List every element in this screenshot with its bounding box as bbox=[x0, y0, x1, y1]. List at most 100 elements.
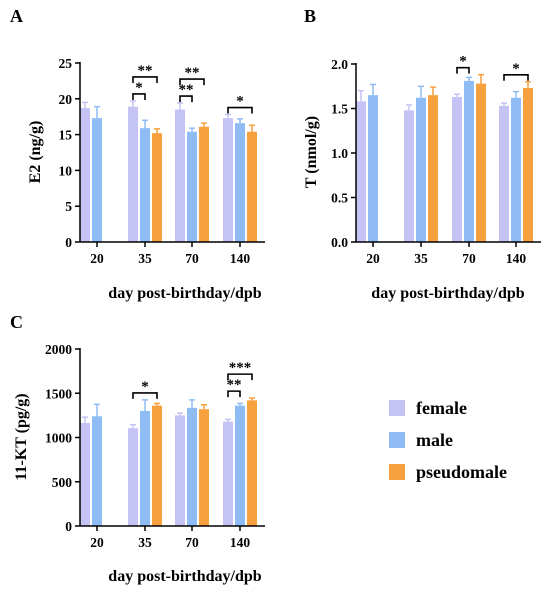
significance-label: ** bbox=[185, 65, 200, 81]
bar-male bbox=[235, 123, 245, 242]
y-tick-label: 1.5 bbox=[331, 102, 348, 117]
x-axis-title: day post-birthday/dpb bbox=[371, 285, 524, 302]
panel-label: A bbox=[10, 6, 23, 26]
legend-swatch-male bbox=[389, 432, 405, 448]
y-tick-label: 15 bbox=[59, 128, 73, 143]
bar-male bbox=[92, 416, 102, 526]
bar-female bbox=[499, 105, 509, 242]
significance-label: ** bbox=[138, 63, 153, 79]
bar-pseudomale bbox=[152, 405, 162, 526]
legend-swatch-female bbox=[389, 400, 405, 416]
y-tick-label: 1500 bbox=[45, 386, 72, 401]
significance-label: ** bbox=[227, 377, 242, 393]
bar-female bbox=[80, 422, 90, 526]
x-tick-label: 35 bbox=[414, 251, 428, 266]
x-tick-label: 70 bbox=[185, 535, 199, 550]
x-tick-label: 140 bbox=[230, 535, 251, 550]
significance-label: * bbox=[135, 80, 143, 96]
x-tick-label: 20 bbox=[90, 535, 104, 550]
bar-male bbox=[511, 97, 521, 242]
x-tick-label: 70 bbox=[462, 251, 476, 266]
panel-label: C bbox=[10, 312, 23, 332]
bar-female bbox=[223, 118, 233, 242]
bar-male bbox=[235, 405, 245, 526]
bar-male bbox=[416, 97, 426, 242]
y-tick-label: 2000 bbox=[45, 342, 72, 357]
chart-panel-b: B 0.0 0.5 1.0 1.5 2.0 20 35 70 140 T (nmol/g) day p… bbox=[303, 6, 541, 302]
bar-pseudomale bbox=[247, 400, 257, 526]
y-axis-title: T (nmol/g) bbox=[303, 116, 320, 188]
x-tick-label: 35 bbox=[138, 535, 152, 550]
x-axis-title: day post-birthday/dpb bbox=[108, 568, 261, 585]
bar-pseudomale bbox=[247, 131, 257, 242]
bar-female bbox=[175, 415, 185, 526]
y-tick-label: 0.5 bbox=[331, 191, 348, 206]
x-axis-title: day post-birthday/dpb bbox=[108, 285, 261, 302]
significance-label: * bbox=[512, 61, 520, 77]
legend-label-pseudomale: pseudomale bbox=[416, 462, 507, 482]
x-tick-label: 20 bbox=[90, 251, 104, 266]
chart-panel-c: C 0 500 1000 1500 2000 20 35 70 140 11-KT (pg/g) da… bbox=[10, 312, 265, 585]
bar-male bbox=[140, 128, 150, 242]
significance-bracket bbox=[227, 390, 241, 398]
bar-female bbox=[404, 110, 414, 242]
significance-bracket bbox=[132, 93, 146, 100]
bar-female bbox=[175, 109, 185, 242]
bar-male bbox=[92, 118, 102, 242]
y-tick-label: 1.0 bbox=[331, 146, 348, 161]
bar-pseudomale bbox=[199, 409, 209, 526]
chart-panel-a: A 0 5 10 15 20 25 20 35 70 140 E2 (ng/g) day post-bi… bbox=[10, 6, 265, 302]
y-tick-label: 500 bbox=[52, 475, 73, 490]
legend-label-female: female bbox=[416, 398, 467, 418]
bar-pseudomale bbox=[152, 133, 162, 242]
y-tick-label: 25 bbox=[59, 56, 73, 71]
significance-bracket bbox=[456, 66, 470, 74]
significance-bracket bbox=[227, 373, 253, 381]
significance-label: ** bbox=[179, 82, 194, 98]
y-axis-title: E2 (ng/g) bbox=[27, 121, 44, 184]
x-tick-label: 35 bbox=[138, 251, 152, 266]
y-tick-label: 2.0 bbox=[331, 57, 348, 72]
y-tick-label: 0.0 bbox=[331, 235, 348, 250]
y-tick-label: 1000 bbox=[45, 431, 72, 446]
significance-bracket bbox=[132, 76, 158, 83]
y-axis-title: 11-KT (pg/g) bbox=[13, 393, 30, 480]
bar-female bbox=[452, 96, 462, 243]
bar-female bbox=[128, 106, 138, 243]
legend-swatch-pseudomale bbox=[389, 464, 405, 480]
bar-male bbox=[464, 80, 474, 242]
significance-bracket bbox=[132, 392, 158, 399]
x-tick-label: 140 bbox=[230, 251, 251, 266]
bar-male bbox=[140, 410, 150, 526]
bar-female bbox=[356, 101, 366, 242]
bar-male bbox=[368, 95, 378, 243]
bar-female bbox=[80, 108, 90, 242]
bar-pseudomale bbox=[523, 88, 533, 242]
significance-bracket bbox=[179, 95, 193, 103]
significance-bracket bbox=[503, 74, 529, 81]
y-tick-label: 0 bbox=[65, 235, 72, 250]
x-tick-label: 140 bbox=[506, 251, 527, 266]
bar-male bbox=[187, 407, 197, 526]
bar-female bbox=[223, 421, 233, 526]
bar-pseudomale bbox=[428, 95, 438, 243]
bar-pseudomale bbox=[199, 126, 209, 242]
panel-label: B bbox=[304, 6, 316, 26]
bar-male bbox=[187, 131, 197, 242]
y-tick-label: 5 bbox=[65, 199, 72, 214]
x-tick-label: 20 bbox=[366, 251, 380, 266]
legend-label-male: male bbox=[416, 430, 453, 450]
significance-bracket bbox=[179, 78, 205, 86]
legend: female male pseudomale bbox=[389, 398, 507, 482]
x-tick-label: 70 bbox=[185, 251, 199, 266]
y-tick-label: 20 bbox=[59, 92, 73, 107]
bar-pseudomale bbox=[476, 83, 486, 242]
significance-label: * bbox=[236, 94, 244, 110]
y-tick-label: 0 bbox=[65, 519, 72, 534]
significance-label: *** bbox=[229, 360, 252, 376]
y-tick-label: 10 bbox=[59, 163, 73, 178]
significance-bracket bbox=[227, 106, 253, 114]
bar-female bbox=[128, 428, 138, 526]
significance-label: * bbox=[459, 54, 467, 70]
